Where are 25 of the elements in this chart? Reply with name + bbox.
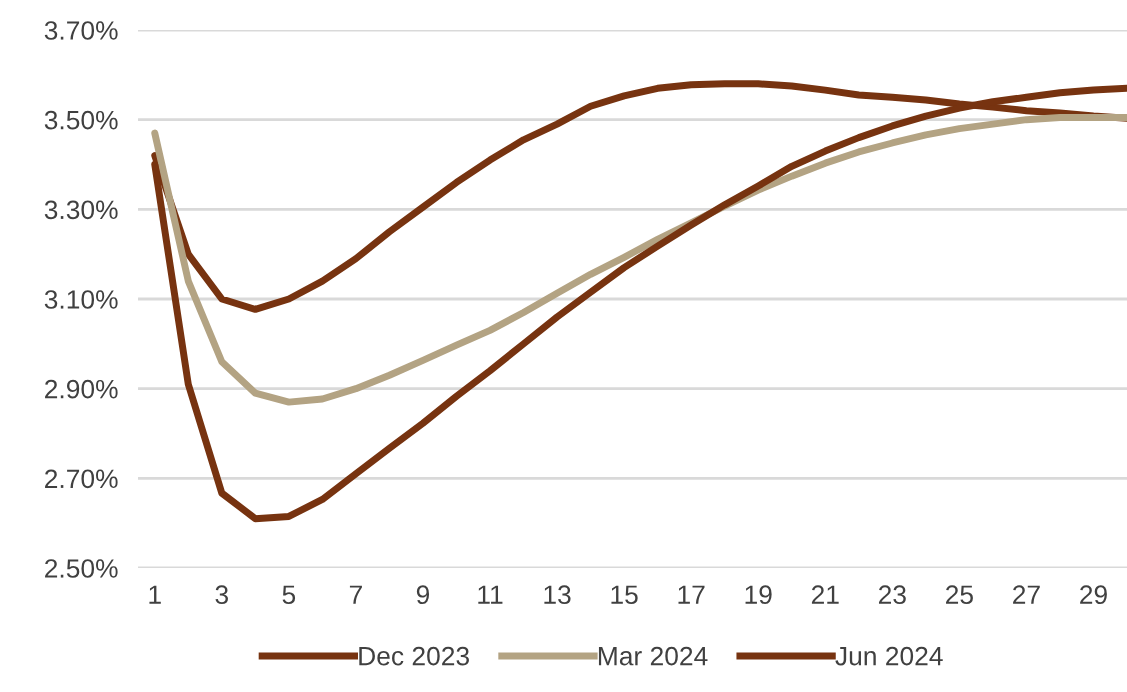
x-tick-label: 15 [611, 585, 638, 605]
x-tick-label: 1 [149, 585, 161, 604]
x-tick-label: 19 [745, 585, 772, 605]
x-tick-label: 17 [678, 585, 705, 604]
x-tick-label: 5 [282, 585, 296, 605]
x-tick-label: 3 [215, 585, 228, 605]
y-tick-label: 2.90% [45, 379, 118, 399]
y-tick-label: 3.70% [44, 21, 118, 40]
y-tick-label: 3.30% [44, 200, 118, 220]
x-tick-label: 13 [544, 585, 571, 605]
x-tick-label: 11 [478, 585, 503, 604]
x-tick-label: 7 [349, 585, 362, 604]
x-tick-label: 25 [946, 585, 973, 605]
legend-label: Dec 2023 [359, 646, 469, 666]
legend-label: Mar 2024 [598, 646, 708, 666]
x-tick-label: 29 [1080, 585, 1107, 605]
x-tick-label: 9 [416, 585, 430, 605]
x-tick-label: 21 [811, 585, 839, 604]
legend-label: Jun 2024 [835, 646, 943, 666]
y-tick-label: 3.50% [44, 110, 118, 130]
x-tick-label: 23 [878, 585, 906, 605]
y-tick-label: 2.50% [45, 559, 118, 578]
x-tick-label: 27 [1013, 585, 1040, 604]
y-tick-label: 2.70% [45, 469, 118, 489]
y-tick-label: 3.10% [44, 290, 118, 309]
